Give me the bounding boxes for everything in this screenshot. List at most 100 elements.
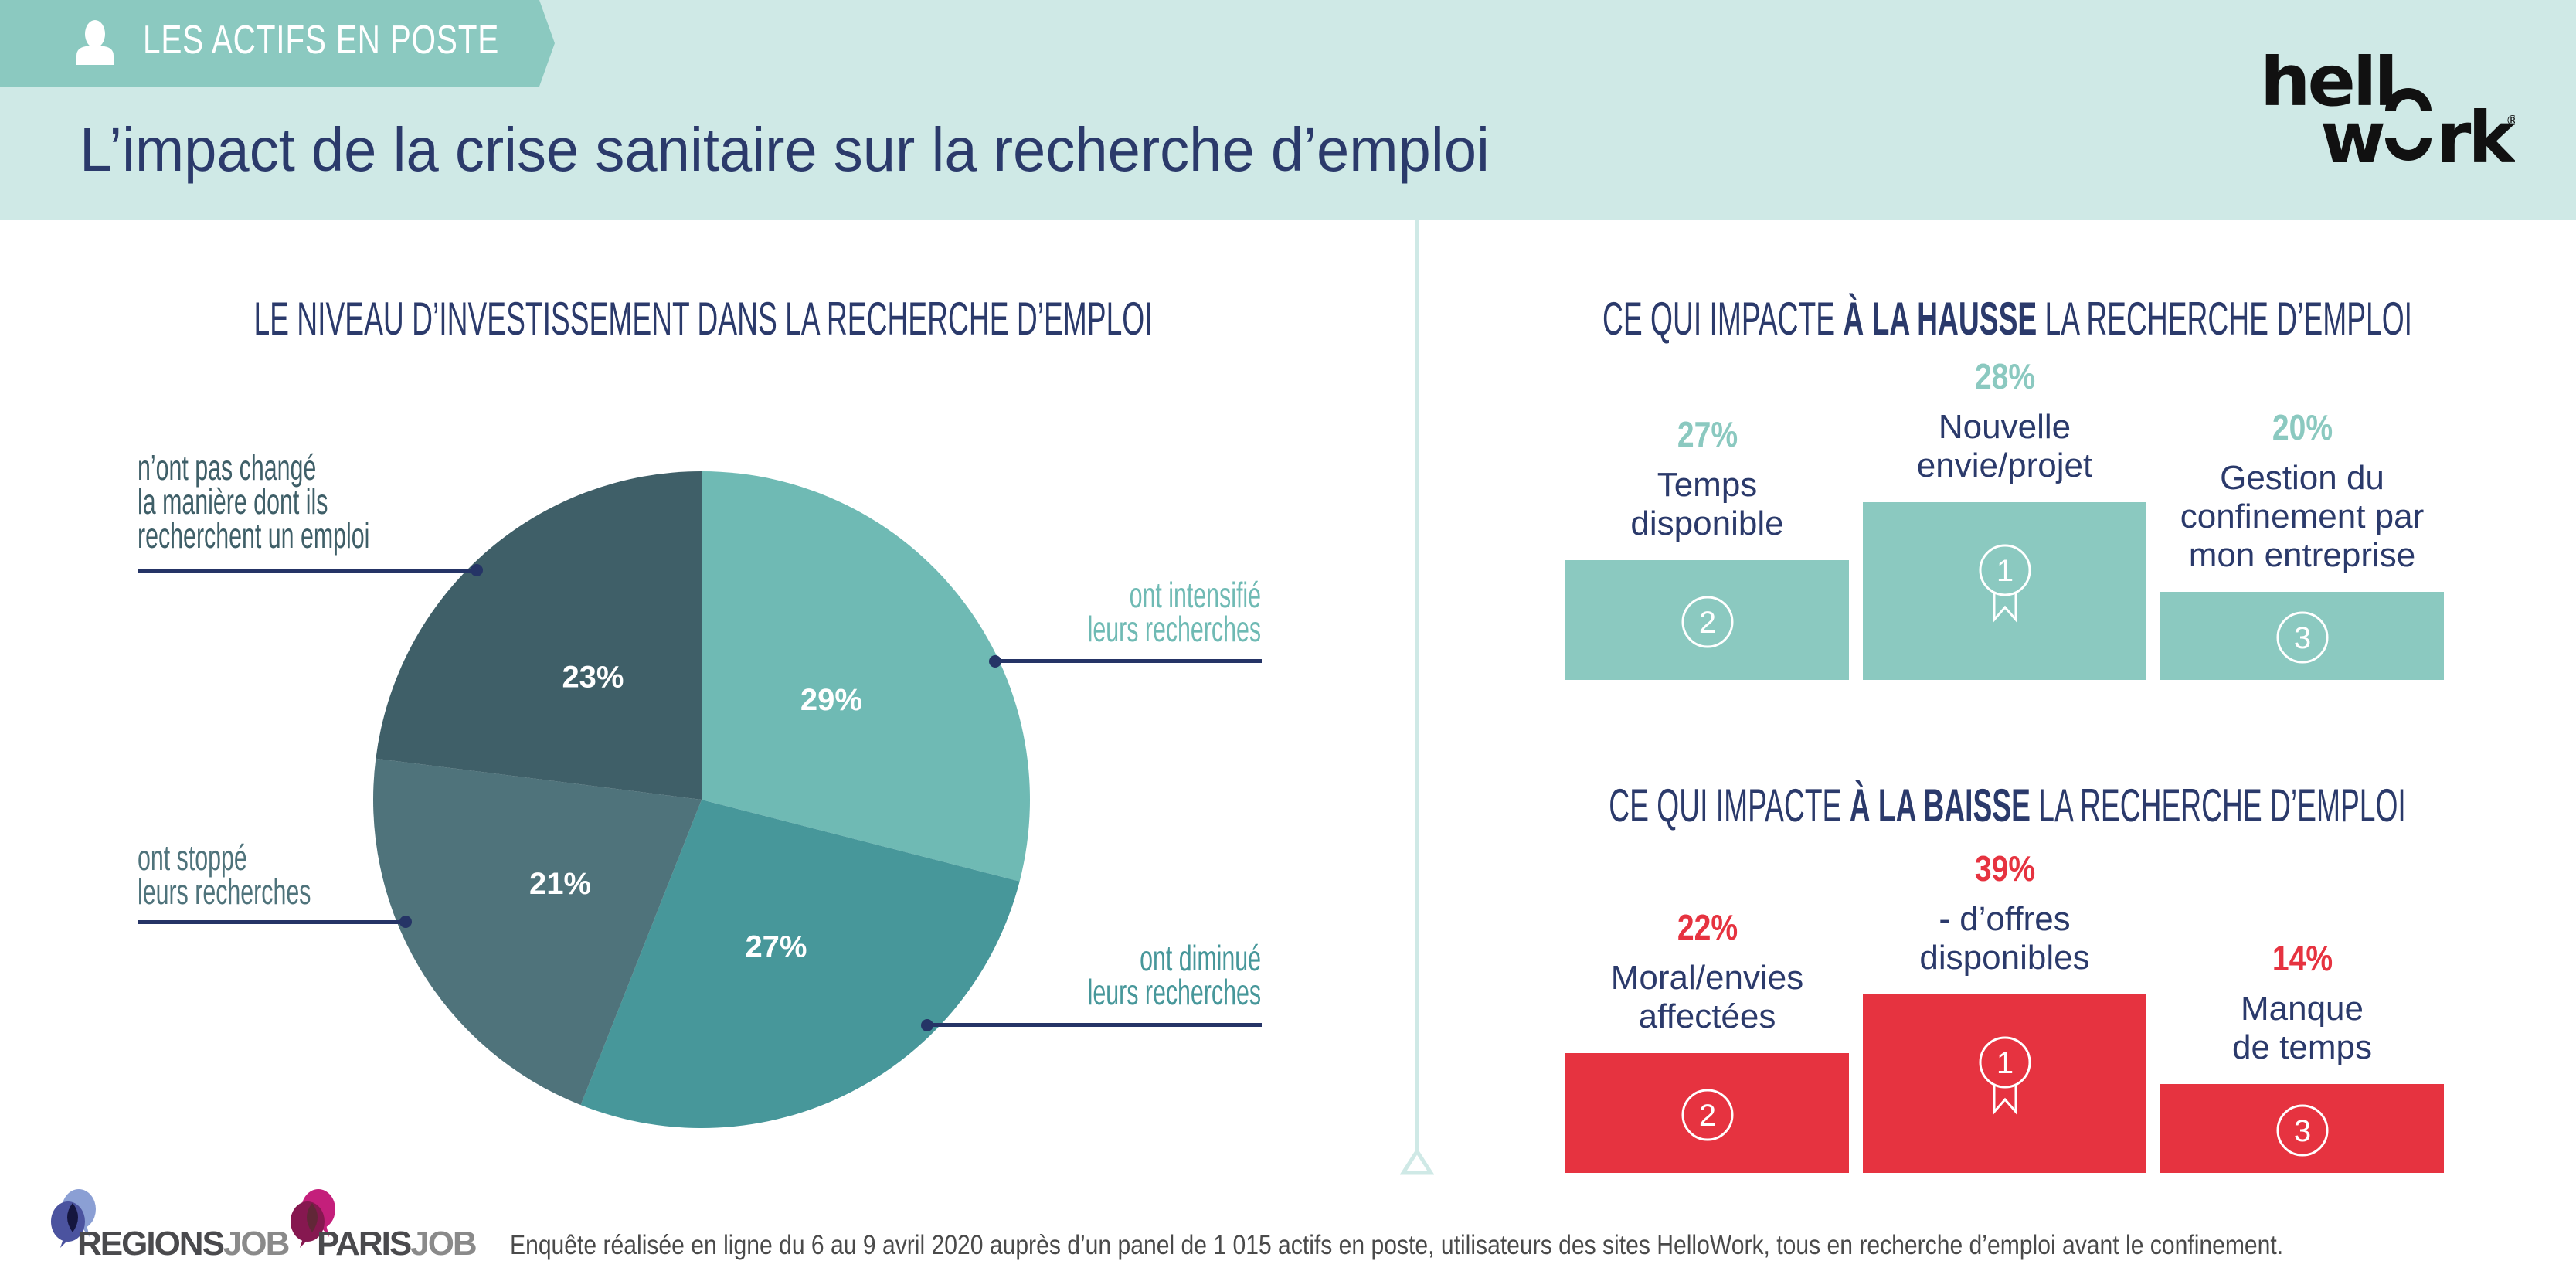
tab-shape [0,0,555,87]
label-intensified: ont intensifié leurs recherches [1087,575,1261,649]
label-unchanged: n’ont pas changé la manière dont ils rec… [138,447,370,556]
rank-circle-icon: 2 [1681,596,1733,647]
pie-value-label: 27% [745,929,807,963]
podium-label: Gestion du confinement par mon entreprise [2156,459,2449,575]
label-unchanged-line2: la manière dont ils [138,481,328,522]
podium-percentage: 39% [1974,848,2035,889]
podium-percentage: 20% [2272,407,2333,447]
svg-text:1: 1 [1996,554,2013,588]
podium-label-line: Gestion du [2220,459,2384,497]
podium-label-line: mon entreprise [2188,536,2416,574]
podium-percentage: 28% [1974,356,2035,396]
hellowork-logo: hell w rk ® [2260,39,2520,179]
podium-label-line: disponibles [1919,939,2090,977]
label-stopped-line2: leurs recherches [138,872,311,912]
logo-rk: rk [2436,97,2515,170]
person-icon [73,20,117,70]
regionsjob-text: REGIONSJOB [77,1225,290,1263]
podium-label-line: Moral/envies [1610,959,1804,997]
regionsjob-bubbles-icon [51,1189,96,1248]
svg-text:3: 3 [2293,1114,2310,1148]
rise-section-title: CE QUI IMPACTE À LA HAUSSE LA RECHERCHE … [1602,292,2412,345]
survey-note: Enquête réalisée en ligne du 6 au 9 avri… [510,1230,2284,1260]
rank-circle-icon: 2 [1681,1089,1733,1140]
leader-line-decreased [927,1023,1262,1027]
label-decreased-line1: ont diminué [1140,938,1261,978]
regionsjob-text-a: REGIONS [77,1225,225,1263]
divider-triangle-icon [1400,1148,1434,1175]
podium-label: - d’offres disponibles [1858,900,2152,977]
podium-label: Manque de temps [2156,990,2449,1067]
parisjob-text-a: PARIS [317,1225,412,1263]
podium-label-line: - d’offres [1939,900,2071,938]
podium-label: Moral/envies affectées [1561,959,1854,1036]
logo-w: w [2320,97,2386,170]
label-decreased: ont diminué leurs recherches [1087,938,1261,1012]
fall-title-bold: À LA BAISSE [1849,780,2031,831]
parisjob-bubbles-icon [291,1189,335,1248]
pie-section-title: LE NIVEAU D’INVESTISSEMENT DANS LA RECHE… [253,293,1153,345]
parisjob-text-b: JOB [410,1225,477,1263]
pie-slice [376,471,702,800]
fall-title-post: LA RECHERCHE D’EMPLOI [2030,780,2406,831]
label-intensified-line2: leurs recherches [1087,609,1261,649]
section-divider [1415,220,1419,1151]
leader-dot-stopped [399,916,412,928]
podium-label: Nouvelle envie/projet [1858,408,2152,485]
pie-slice [580,800,1020,1129]
logo-o-bottom [2385,138,2432,161]
leader-dot-intensified [989,655,1001,668]
label-decreased-line2: leurs recherches [1087,972,1261,1012]
parisjob-text: PARISJOB [317,1225,477,1263]
logo-registered: ® [2506,113,2515,129]
podium-step-rank-1 [1863,994,2146,1173]
rise-title-bold: À LA HAUSSE [1843,293,2037,345]
rank-circle-icon: 3 [2276,1104,2328,1156]
label-stopped: ont stoppé leurs recherches [138,838,311,912]
podium-step-rank-2 [1565,1053,1849,1173]
medal-icon: 1 [1979,544,2031,623]
label-unchanged-line1: n’ont pas changé [138,447,317,488]
podium-label-line: confinement par [2180,498,2425,535]
page-title: L’impact de la crise sanitaire sur la re… [80,115,1490,184]
label-unchanged-line3: recherchent un emploi [138,515,370,556]
logo-o-top [2385,88,2432,111]
leader-dot-decreased [921,1019,933,1031]
podium-step-rank-3 [2160,1084,2444,1173]
podium-percentage: 22% [1677,907,1738,947]
fall-title-pre: CE QUI IMPACTE [1609,780,1850,831]
pie-slice [702,471,1030,882]
podium-label-line: de temps [2232,1028,2372,1066]
podium-label-line: Temps [1657,466,1758,504]
leader-line-unchanged [138,569,477,573]
podium-percentage: 14% [2272,938,2333,978]
label-stopped-line1: ont stoppé [138,838,247,878]
label-intensified-line1: ont intensifié [1129,575,1261,615]
svg-text:2: 2 [1698,606,1715,640]
pie-value-label: 21% [529,867,591,901]
podium-label-line: affectées [1638,997,1776,1035]
podium-step-rank-1 [1863,502,2146,680]
category-tab [0,0,555,87]
podium-step-rank-2 [1565,560,1849,680]
podium-label-line: disponible [1630,505,1784,542]
parisjob-logo: PARISJOB [286,1186,477,1263]
podium-step-rank-3 [2160,592,2444,680]
svg-text:1: 1 [1996,1046,2013,1080]
leader-line-stopped [138,920,406,924]
rise-title-pre: CE QUI IMPACTE [1602,293,1844,345]
rank-circle-icon: 3 [2276,611,2328,664]
pie-value-label: 29% [800,683,862,717]
podium-percentage: 27% [1677,414,1738,454]
regionsjob-logo: REGIONSJOB [46,1186,290,1263]
tab-label: LES ACTIFS EN POSTE [143,18,500,63]
fall-section-title: CE QUI IMPACTE À LA BAISSE LA RECHERCHE … [1609,779,2405,832]
regionsjob-text-b: JOB [223,1225,290,1263]
medal-icon: 1 [1979,1036,2031,1115]
leader-line-intensified [995,659,1262,663]
podium-label-line: envie/projet [1916,447,2093,484]
podium-label-line: Nouvelle [1938,408,2071,446]
pie-value-label: 23% [562,661,624,695]
pie-slice [372,758,702,1106]
leader-dot-unchanged [471,564,483,576]
